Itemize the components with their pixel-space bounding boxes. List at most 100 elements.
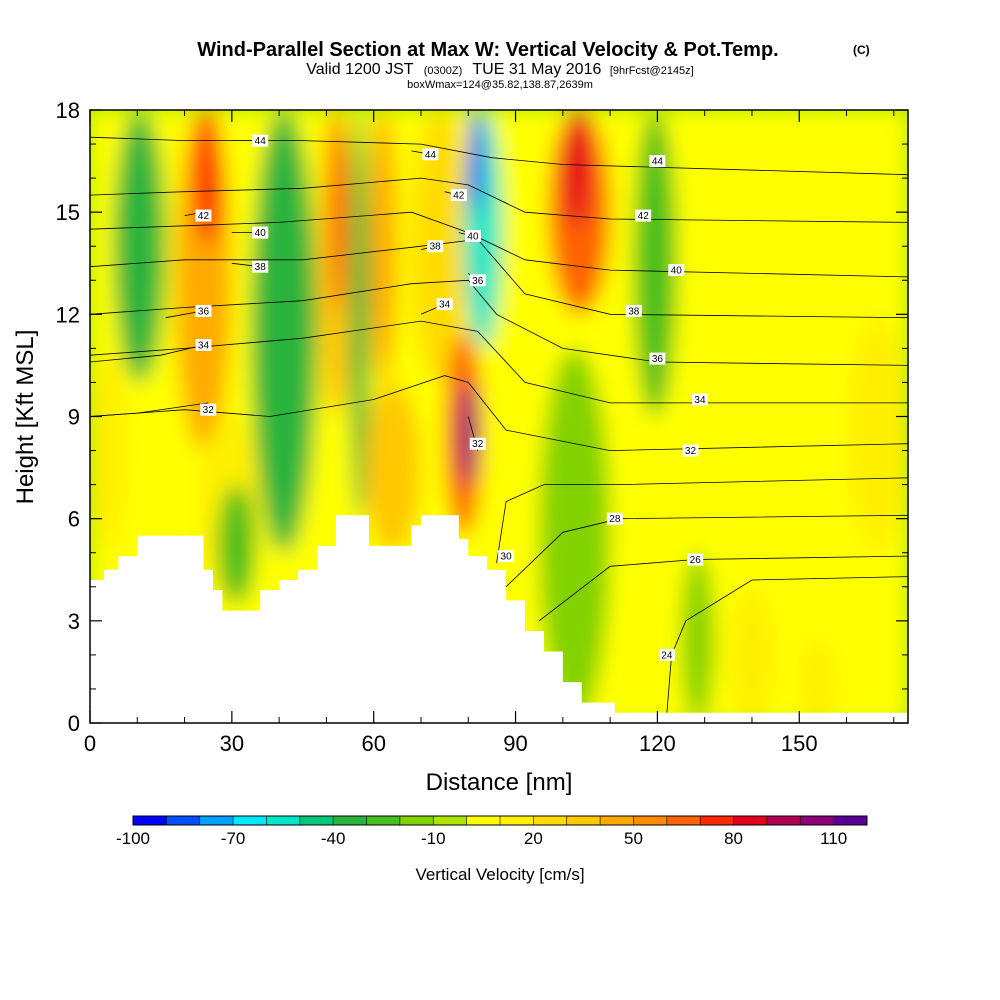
contour-label-box: [687, 553, 704, 566]
colorbar-swatch: [800, 816, 835, 825]
y-tick-label: 9: [68, 405, 80, 430]
theta-contour-label: 30: [498, 550, 515, 563]
velocity-region: [562, 110, 592, 230]
x-tick-label: 120: [639, 731, 676, 756]
theta-contour-label: 36: [649, 352, 666, 365]
velocity-region: [458, 382, 478, 485]
theta-contour-line: [496, 477, 908, 563]
colorbar-label: -10: [421, 829, 446, 848]
y-tick-label: 0: [68, 711, 80, 736]
colorbar-label: 50: [624, 829, 643, 848]
chart-subtitle: Valid 1200 JST (0300Z) TUE 31 May 2016 […: [306, 61, 694, 78]
contour-label-text: 36: [472, 276, 484, 287]
contour-label-text: 40: [671, 266, 683, 277]
contour-label-box: [436, 298, 453, 311]
contour-label-box: [195, 338, 212, 351]
colorbar-swatch: [266, 816, 301, 825]
contour-label-box: [422, 148, 439, 161]
contour-label-box: [252, 134, 269, 147]
theta-contours: 24 26 28 30 32 32 32 34 34 34 36 36 36 38 38 38 40 40 40 42…: [90, 134, 908, 713]
contour-label-text: 38: [628, 306, 640, 317]
contour-label-box: [691, 393, 708, 406]
theta-contour-label: 38: [252, 260, 269, 273]
contour-label-text: 32: [203, 405, 215, 416]
contour-label-text: 36: [198, 306, 210, 317]
contour-label-text: 34: [198, 340, 210, 351]
theta-contour-label: 40: [252, 226, 269, 239]
x-axis-title: Distance [nm]: [426, 769, 573, 796]
contour-label-text: 38: [430, 242, 442, 253]
contour-label-text: 42: [638, 211, 650, 222]
colorbar-swatch: [733, 816, 768, 825]
contour-label-box: [498, 550, 515, 563]
theta-contour-label: 44: [422, 148, 439, 161]
colorbar-label: -40: [321, 829, 346, 848]
contour-label-box: [252, 226, 269, 239]
terrain-profile: [90, 515, 908, 723]
contour-label-text: 34: [439, 300, 451, 311]
colorbar-swatch: [766, 816, 801, 825]
colorbar-swatch: [833, 816, 868, 825]
contour-label-text: 40: [467, 232, 479, 243]
theta-contour-label: 42: [195, 209, 212, 222]
theta-contour-line: [538, 555, 908, 622]
velocity-region: [681, 552, 715, 723]
contour-label-box: [464, 230, 481, 243]
y-tick-label: 15: [56, 200, 80, 225]
subtitle-valid: Valid 1200 JST: [306, 61, 414, 78]
velocity-region: [364, 382, 421, 553]
theta-contour-label: 32: [200, 403, 217, 416]
contour-label-text: 40: [255, 228, 267, 239]
colorbar-swatch: [233, 816, 267, 825]
contour-label-box: [200, 403, 217, 416]
velocity-region: [468, 110, 483, 213]
theta-contour-label: 42: [450, 189, 467, 202]
colorbar-label: -100: [116, 829, 150, 848]
contour-label-box: [649, 352, 666, 365]
colorbar-swatch: [500, 816, 534, 825]
subtitle-fcst: [9hrFcst@2145z]: [610, 65, 694, 77]
contour-label-text: 44: [652, 157, 664, 168]
contour-label-box: [469, 437, 486, 450]
x-tick-label: 90: [503, 731, 527, 756]
contour-label-text: 34: [694, 395, 706, 406]
colorbar-swatch: [133, 816, 167, 825]
colorbar-swatch: [566, 816, 601, 825]
chart-title: Wind-Parallel Section at Max W: Vertical…: [197, 39, 778, 61]
colorbar-swatch: [299, 816, 334, 825]
colorbar-label: 80: [724, 829, 743, 848]
contour-label-box: [252, 260, 269, 273]
theta-contour-label: 44: [649, 155, 666, 168]
colorbar-title: Vertical Velocity [cm/s]: [415, 865, 584, 884]
colorbar-swatch: [533, 816, 568, 825]
theta-contour-line: [90, 238, 908, 319]
colorbar-swatch: [333, 816, 368, 825]
colorbar-label: -70: [221, 829, 246, 848]
plot-area: 24 26 28 30 32 32 32 34 34 34 36 36 36 38 38 38 40 40 40 42…: [90, 110, 908, 723]
theta-contour-line: [90, 177, 908, 223]
contour-label-text: 44: [255, 136, 267, 147]
theta-contour-line: [505, 514, 908, 588]
velocity-region: [728, 586, 776, 723]
velocity-region: [633, 110, 677, 417]
velocity-region: [90, 348, 128, 553]
terrain-mask: [90, 515, 908, 723]
colorbar-swatch: [666, 816, 701, 825]
contour-label-text: 28: [609, 514, 621, 525]
contour-label-box: [195, 209, 212, 222]
colorbar-swatch: [700, 816, 735, 825]
x-tick-label: 60: [361, 731, 385, 756]
theta-contour-label: 32: [469, 437, 486, 450]
contour-label-box: [658, 648, 675, 661]
theta-contour-label: 34: [691, 393, 708, 406]
velocity-region: [368, 110, 398, 383]
theta-contour-line: [90, 344, 204, 363]
subtitle-date: TUE 31 May 2016: [472, 61, 601, 78]
theta-contour-label: 38: [625, 304, 642, 317]
contour-label-box: [668, 264, 685, 277]
theta-contour-line: [90, 402, 209, 417]
contour-label-box: [195, 304, 212, 317]
y-tick-label: 12: [56, 302, 80, 327]
